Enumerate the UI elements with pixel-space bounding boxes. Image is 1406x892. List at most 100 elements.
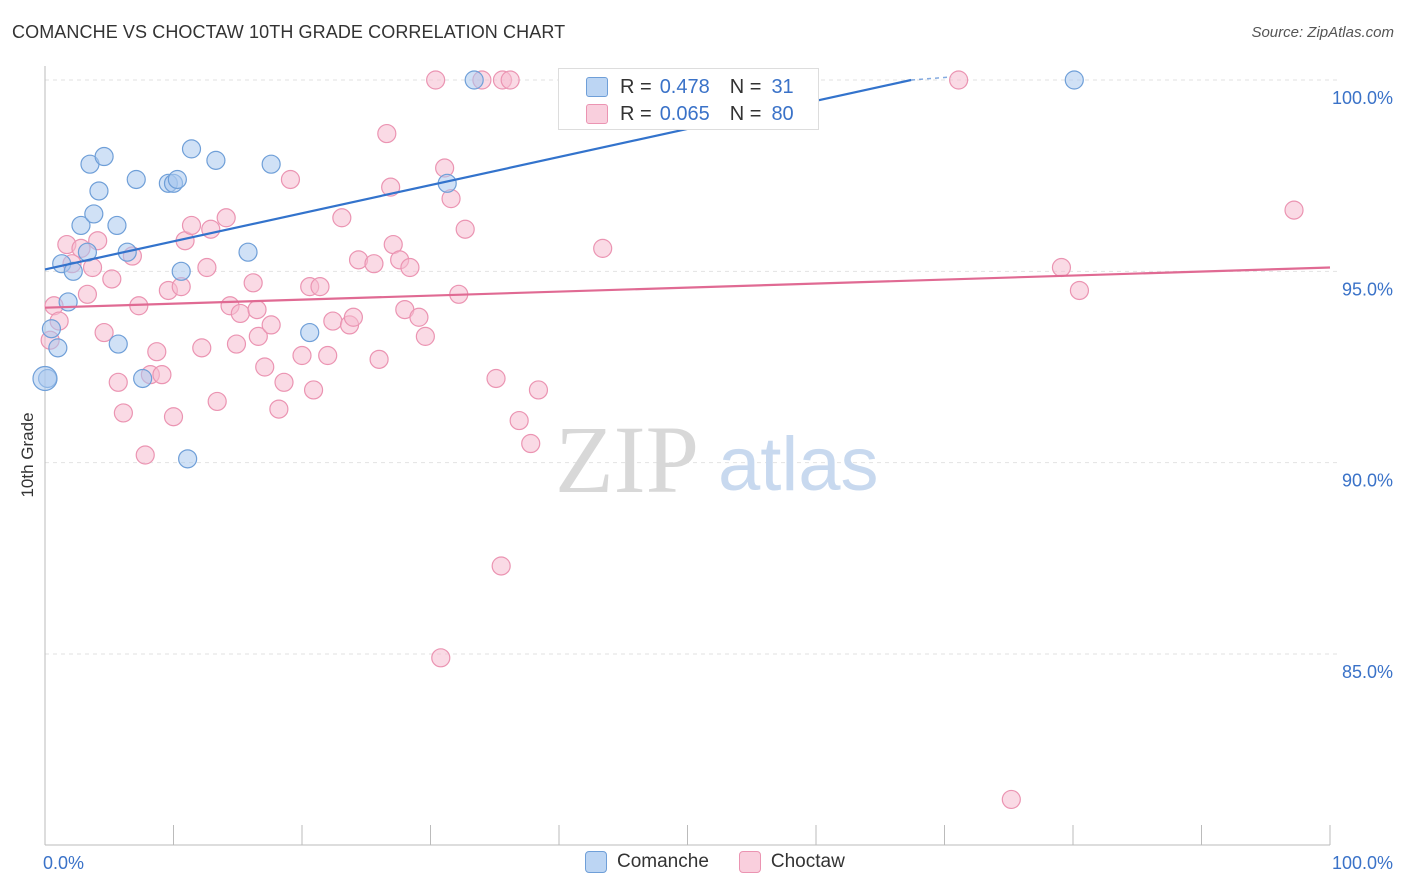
r-label: R =: [620, 75, 652, 98]
choctaw-point-38: [280, 169, 301, 190]
choctaw-point-36: [269, 399, 289, 419]
tick-labels: 85.0% 90.0% 95.0% 100.0% 0.0% 100.0%: [43, 88, 1393, 873]
choctaw-point-10: [102, 269, 122, 289]
gridlines: [45, 79, 1340, 655]
choctaw-point-74: [949, 70, 969, 90]
choctaw-point-39: [292, 345, 312, 366]
r-value-comanche: 0.478: [659, 75, 710, 98]
choctaw-point-65: [486, 368, 506, 389]
legend-row-comanche: R = 0.478 N = 31: [559, 74, 794, 100]
choctaw-point-57: [409, 307, 429, 327]
choctaw-point-58: [415, 326, 435, 346]
choctaw-point-32: [243, 273, 263, 293]
choctaw-point-76: [1051, 257, 1072, 278]
choctaw-point-59: [426, 70, 446, 90]
choctaw-point-11: [108, 372, 128, 392]
n-value-choctaw: 80: [771, 102, 794, 125]
choctaw-point-71: [431, 648, 451, 668]
choctaw-point-41: [303, 380, 324, 400]
comanche-trendline-extension: [911, 76, 952, 81]
choctaw-point-35: [261, 315, 281, 335]
choctaw-point-52: [381, 177, 401, 197]
choctaw-point-31: [230, 303, 250, 324]
comanche-point-1: [41, 319, 62, 339]
comanche-point-29: [1064, 70, 1084, 90]
legend-row-choctaw: R = 0.065 N = 80: [559, 101, 794, 127]
legend-label-choctaw: Choctaw: [770, 851, 845, 872]
n-label: N =: [729, 102, 762, 125]
comanche-point-19: [167, 169, 187, 190]
choctaw-point-56: [400, 257, 420, 278]
comanche-point-6: [71, 215, 91, 236]
comanche-point-23: [206, 150, 226, 170]
watermark-atlas: atlas: [718, 422, 879, 507]
choctaw-point-78: [1284, 200, 1304, 220]
choctaw-point-69: [521, 433, 541, 454]
source-credit: Source: ZipAtlas.com: [1251, 24, 1394, 41]
comanche-point-2: [48, 338, 68, 358]
choctaw-point-27: [207, 391, 227, 412]
y-tick-label-85: 85.0%: [1342, 662, 1393, 682]
choctaw-point-44: [323, 311, 343, 331]
choctaw-point-77: [1069, 280, 1090, 301]
x-tick-label-min: 0.0%: [43, 853, 84, 873]
choctaw-point-37: [274, 372, 294, 392]
comanche-swatch: [586, 77, 608, 97]
choctaw-point-6: [77, 284, 98, 304]
comanche-point-30: [32, 365, 58, 392]
choctaw-point-47: [343, 307, 363, 327]
r-label: R =: [620, 102, 652, 125]
comanche-point-24: [238, 242, 258, 262]
choctaw-point-67: [500, 70, 520, 90]
choctaw-point-30: [226, 334, 247, 354]
axes: [44, 66, 1331, 846]
series-legend: Comanche Choctaw: [585, 851, 875, 873]
comanche-point-25: [261, 154, 281, 174]
choctaw-point-9: [94, 322, 114, 343]
comanche-point-22: [181, 139, 202, 159]
choctaw-point-63: [455, 219, 475, 239]
choctaw-point-45: [332, 208, 352, 228]
watermark: ZIP atlas: [555, 406, 879, 513]
choctaw-point-73: [593, 238, 613, 258]
choctaw-point-25: [197, 257, 217, 278]
choctaw-swatch: [586, 104, 608, 124]
y-axis-label: 10th Grade: [18, 412, 37, 498]
choctaw-point-20: [163, 407, 184, 427]
n-label: N =: [729, 75, 762, 98]
choctaw-point-15: [135, 445, 155, 465]
comanche-point-10: [89, 181, 109, 201]
x-tick-label-max: 100.0%: [1332, 853, 1393, 873]
choctaw-point-42: [310, 277, 330, 297]
comanche-point-28: [464, 70, 484, 90]
comanche-point-12: [107, 215, 127, 236]
watermark-zip: ZIP: [555, 406, 699, 513]
y-tick-label-100: 100.0%: [1332, 88, 1393, 108]
choctaw-point-70: [528, 380, 549, 400]
y-tick-label-90: 90.0%: [1342, 471, 1393, 491]
comanche-points: [32, 70, 1084, 469]
legend-label-comanche: Comanche: [617, 851, 709, 872]
comanche-point-16: [133, 368, 153, 389]
choctaw-point-18: [152, 365, 172, 385]
choctaw-point-24: [192, 338, 212, 358]
chart-title: COMANCHE VS CHOCTAW 10TH GRADE CORRELATI…: [12, 22, 566, 42]
correlation-legend: R = 0.478 N = 31 R = 0.065 N = 80: [558, 68, 819, 130]
choctaw-trendline: [44, 266, 1331, 309]
choctaw-point-43: [318, 345, 338, 366]
choctaw-point-12: [113, 403, 133, 423]
comanche-point-21: [178, 449, 198, 469]
choctaw-point-79: [247, 300, 267, 320]
comanche-point-13: [108, 334, 128, 354]
choctaw-points: [40, 70, 1304, 810]
choctaw-point-68: [509, 410, 529, 431]
comanche-point-15: [126, 169, 146, 190]
comanche-point-9: [84, 204, 104, 224]
comanche-point-26: [300, 322, 320, 343]
choctaw-point-72: [491, 556, 511, 576]
comanche-swatch: [585, 851, 607, 873]
legend-item-choctaw[interactable]: Choctaw: [738, 851, 845, 873]
legend-item-comanche[interactable]: Comanche: [585, 851, 709, 873]
choctaw-point-28: [216, 208, 236, 228]
